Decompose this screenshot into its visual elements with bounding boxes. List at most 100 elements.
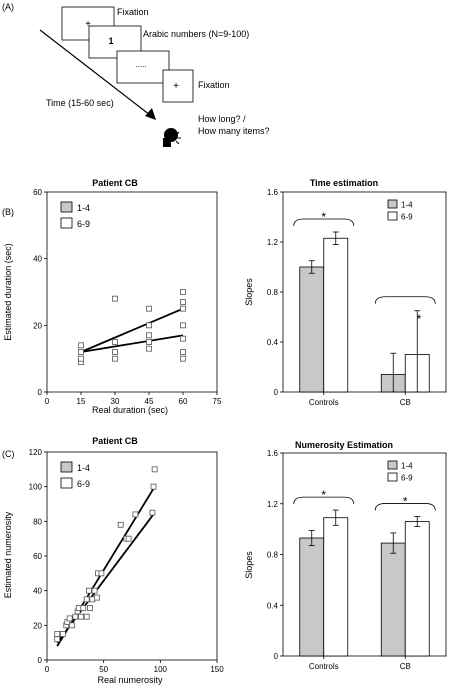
legend-label: 1-4	[77, 203, 90, 213]
data-point	[84, 614, 89, 619]
data-point	[181, 356, 186, 361]
x-tick-label: 150	[210, 665, 224, 674]
legend-label: 1-4	[401, 462, 413, 471]
data-point	[73, 614, 78, 619]
legend-label: 6-9	[77, 479, 90, 489]
data-point	[113, 350, 118, 355]
bar	[300, 538, 324, 656]
significance-star: *	[417, 312, 422, 326]
trial-diagram: + 1 ..... + Fixation Arabic numbers (N=9…	[40, 7, 270, 147]
regression-line	[81, 335, 183, 352]
legend-swatch	[388, 212, 397, 220]
bar	[324, 238, 348, 392]
chart-title: Patient CB	[92, 436, 138, 446]
data-point	[81, 606, 86, 611]
data-point	[133, 512, 138, 517]
label-fixation-2: Fixation	[198, 80, 230, 90]
speaking-head-icon	[163, 128, 181, 147]
y-axis-label: Slopes	[244, 551, 254, 579]
y-axis-label: Estimated duration (sec)	[3, 243, 13, 341]
y-tick-label: 60	[33, 552, 42, 561]
x-tick-label: 100	[154, 665, 168, 674]
data-point	[79, 614, 84, 619]
label-question-2: How many items?	[198, 126, 270, 136]
significance-bracket	[375, 297, 435, 304]
y-tick-label: 0.8	[267, 551, 279, 560]
chart-time-scatter: Patient CB Real duration (sec) Estimated…	[3, 178, 222, 415]
data-point	[55, 632, 60, 637]
data-point	[79, 343, 84, 348]
legend-label: 6-9	[401, 474, 413, 483]
data-point	[79, 356, 84, 361]
x-tick-label: 0	[45, 397, 50, 406]
x-tick-label: 45	[145, 397, 154, 406]
legend-label: 1-4	[77, 463, 90, 473]
data-point	[84, 597, 89, 602]
legend-swatch	[61, 478, 72, 488]
data-point	[181, 306, 186, 311]
x-tick-label: 15	[77, 397, 86, 406]
data-point	[113, 340, 118, 345]
significance-star: *	[403, 494, 408, 508]
label-fixation-1: Fixation	[117, 7, 149, 17]
x-tick-label: 30	[111, 397, 120, 406]
bar	[381, 543, 405, 656]
data-point	[88, 606, 93, 611]
y-tick-label: 1.2	[267, 238, 279, 247]
data-point	[181, 300, 186, 305]
category-label: CB	[400, 662, 411, 671]
y-tick-label: 60	[33, 188, 42, 197]
y-tick-label: 20	[33, 321, 42, 330]
significance-star: *	[321, 488, 326, 502]
legend-swatch	[61, 218, 72, 228]
y-tick-label: 1.2	[267, 500, 279, 509]
y-axis-label: Slopes	[244, 278, 254, 306]
data-point	[150, 510, 155, 515]
chart-title: Numerosity Estimation	[295, 440, 393, 450]
data-point	[113, 296, 118, 301]
x-tick-label: 60	[179, 397, 188, 406]
chart-title: Time estimation	[310, 178, 378, 188]
screen-number-symbol: 1	[108, 36, 113, 46]
y-tick-label: 100	[29, 483, 43, 492]
data-point	[94, 595, 99, 600]
chart-numerosity-bars: Numerosity Estimation Slopes 0 0.4 0.8 1.2 1…	[244, 440, 446, 671]
data-point	[67, 616, 72, 621]
significance-star: *	[321, 210, 326, 224]
regression-line	[81, 309, 183, 352]
data-point	[147, 323, 152, 328]
data-point	[79, 350, 84, 355]
data-point	[147, 340, 152, 345]
time-arrow-head	[145, 108, 156, 120]
legend-swatch	[388, 461, 397, 469]
x-axis-label: Real duration (sec)	[92, 405, 168, 415]
category-label: Controls	[309, 662, 339, 671]
plot-frame	[47, 192, 217, 392]
chart-time-bars: Time estimation Slopes 0 0.4 0.8 1.2 1.6 Cont…	[244, 178, 446, 407]
bar	[300, 267, 324, 392]
y-tick-label: 0.4	[267, 338, 279, 347]
data-point	[55, 637, 60, 642]
legend-label: 1-4	[401, 201, 413, 210]
x-tick-label: 50	[99, 665, 108, 674]
y-tick-label: 40	[33, 255, 42, 264]
panel-label-a: (A)	[2, 2, 14, 12]
data-point	[86, 588, 91, 593]
data-point	[181, 350, 186, 355]
label-arabic-numbers: Arabic numbers (N=9-100)	[143, 29, 249, 39]
plot-frame	[47, 452, 217, 660]
y-tick-label: 20	[33, 621, 42, 630]
chart-title: Patient CB	[92, 178, 138, 188]
data-point	[92, 588, 97, 593]
y-tick-label: 40	[33, 587, 42, 596]
y-tick-label: 1.6	[267, 188, 279, 197]
panel-label-c: (C)	[2, 449, 15, 459]
data-point	[126, 536, 131, 541]
x-axis-label: Real numerosity	[97, 675, 163, 685]
data-point	[147, 346, 152, 351]
x-tick-label: 75	[213, 397, 222, 406]
y-axis-label: Estimated numerosity	[3, 511, 13, 598]
bar	[405, 522, 429, 656]
screen-fixation-2-symbol: +	[173, 81, 179, 92]
